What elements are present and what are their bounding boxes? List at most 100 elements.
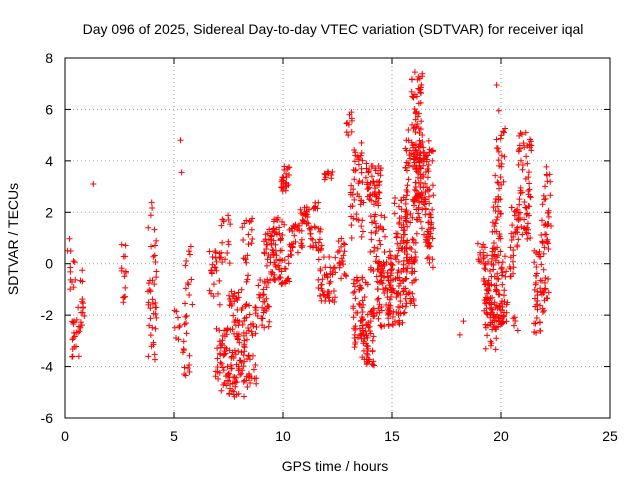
data-point: [261, 238, 268, 245]
data-point: [483, 296, 490, 303]
data-point: [353, 211, 360, 218]
data-point: [395, 283, 402, 290]
data-point: [182, 285, 189, 292]
y-tick-label: 0: [45, 256, 53, 272]
data-point: [385, 277, 392, 284]
data-point: [152, 259, 159, 266]
data-point: [495, 276, 502, 283]
data-point: [382, 233, 389, 240]
data-point: [516, 209, 523, 216]
x-tick-label: 25: [602, 428, 618, 444]
data-point: [405, 176, 412, 183]
data-point: [315, 284, 322, 291]
data-point: [348, 213, 355, 220]
data-point: [411, 69, 418, 76]
data-point: [234, 333, 241, 340]
y-axis-label: SDTVAR / TECUs: [5, 183, 21, 295]
data-point: [526, 180, 533, 187]
data-point: [238, 307, 245, 314]
data-point: [517, 157, 524, 164]
data-point: [218, 222, 225, 229]
data-point: [425, 187, 432, 194]
data-point: [422, 188, 429, 195]
data-point: [365, 185, 372, 192]
data-point: [237, 371, 244, 378]
data-point: [374, 259, 381, 266]
data-point: [246, 302, 253, 309]
data-point: [352, 167, 359, 174]
data-point: [275, 262, 282, 269]
data-point: [403, 265, 410, 272]
data-point: [484, 332, 491, 339]
data-point: [367, 213, 374, 220]
data-point: [429, 157, 436, 164]
data-point: [214, 290, 221, 297]
data-point: [350, 280, 357, 287]
data-point: [537, 285, 544, 292]
data-point: [122, 293, 129, 300]
data-point: [541, 286, 548, 293]
data-point: [243, 314, 250, 321]
data-point: [492, 304, 499, 311]
data-point: [279, 232, 286, 239]
data-point: [400, 231, 407, 238]
data-point: [206, 287, 213, 294]
data-point: [147, 288, 154, 295]
data-point: [122, 242, 129, 249]
data-point: [401, 309, 408, 316]
data-point: [547, 178, 554, 185]
data-point: [224, 363, 231, 370]
data-point: [341, 241, 348, 248]
data-point: [527, 194, 534, 201]
data-point: [385, 301, 392, 308]
data-point: [417, 86, 424, 93]
data-point: [338, 255, 345, 262]
data-point: [243, 330, 250, 337]
data-point: [496, 162, 503, 169]
data-point: [417, 150, 424, 157]
data-point: [356, 300, 363, 307]
data-point: [286, 172, 293, 179]
data-point: [509, 258, 516, 265]
data-point: [402, 164, 409, 171]
data-point: [364, 186, 371, 193]
data-point: [371, 217, 378, 224]
data-point: [403, 275, 410, 282]
data-point: [247, 380, 254, 387]
data-point: [277, 257, 284, 264]
data-point: [409, 121, 416, 128]
data-point: [525, 169, 532, 176]
data-point: [359, 315, 366, 322]
data-point: [405, 127, 412, 133]
data-point: [359, 179, 366, 186]
data-point: [356, 286, 363, 293]
data-point: [402, 200, 409, 207]
data-point: [363, 361, 370, 368]
data-point: [340, 261, 347, 268]
data-point: [217, 344, 224, 351]
data-point: [272, 276, 279, 283]
data-point: [243, 278, 250, 285]
data-point: [231, 319, 238, 325]
data-point: [496, 230, 503, 237]
data-point: [400, 288, 407, 295]
data-point: [271, 259, 278, 266]
data-point: [492, 199, 499, 206]
data-point: [336, 259, 343, 266]
data-point: [338, 235, 345, 242]
data-point: [398, 197, 405, 204]
data-point: [186, 251, 193, 258]
data-point: [180, 347, 187, 354]
data-point: [394, 252, 401, 259]
data-point: [474, 240, 481, 247]
data-point: [243, 377, 250, 384]
data-point: [375, 260, 382, 267]
data-point: [482, 321, 489, 328]
data-point: [429, 182, 436, 189]
data-point: [416, 143, 423, 150]
data-point: [245, 231, 252, 238]
data-point: [238, 349, 245, 356]
data-point: [416, 165, 423, 172]
data-point: [241, 393, 248, 400]
data-point: [348, 128, 355, 135]
